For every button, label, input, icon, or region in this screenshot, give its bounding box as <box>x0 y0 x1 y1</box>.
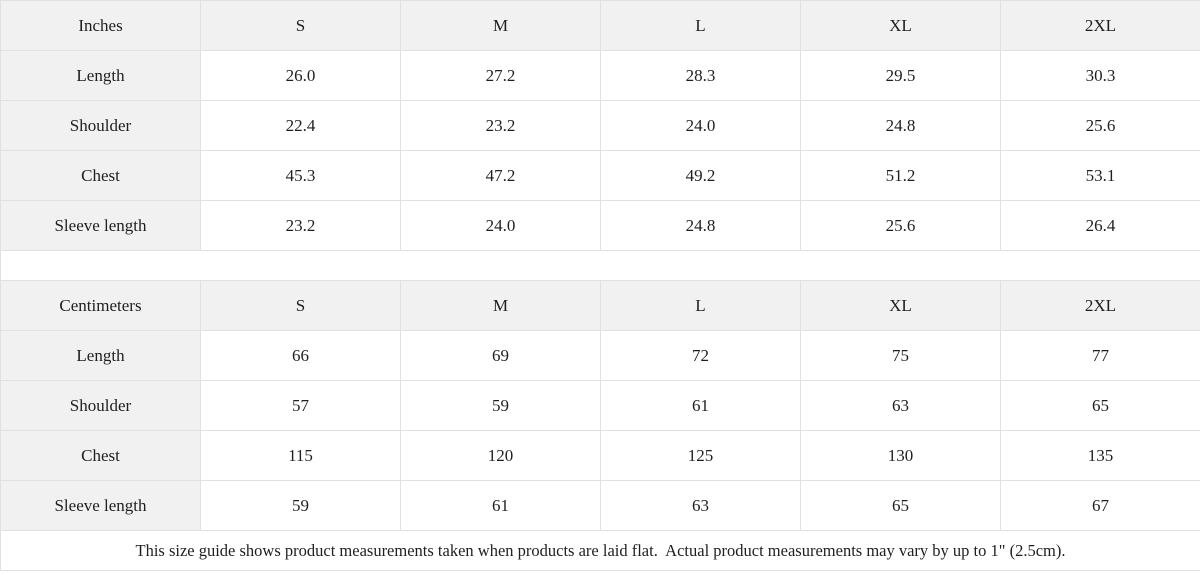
measurement-value: 65 <box>1000 380 1200 431</box>
measurement-value: 75 <box>800 330 1001 381</box>
measurement-value: 23.2 <box>200 200 401 251</box>
size-guide-note: This size guide shows product measuremen… <box>0 530 1200 571</box>
measurement-label: Shoulder <box>0 380 201 431</box>
measurement-value: 61 <box>600 380 801 431</box>
measurement-value: 24.8 <box>600 200 801 251</box>
table-row: Shoulder 57 59 61 63 65 <box>0 380 1200 431</box>
measurement-value: 23.2 <box>400 100 601 151</box>
measurement-label: Sleeve length <box>0 480 201 531</box>
measurement-value: 53.1 <box>1000 150 1200 201</box>
measurement-label: Chest <box>0 430 201 481</box>
measurement-value: 29.5 <box>800 50 1001 101</box>
measurement-value: 47.2 <box>400 150 601 201</box>
measurement-value: 28.3 <box>600 50 801 101</box>
unit-header-centimeters: Centimeters <box>0 280 201 331</box>
measurement-value: 130 <box>800 430 1001 481</box>
measurement-label: Length <box>0 330 201 381</box>
measurement-value: 69 <box>400 330 601 381</box>
measurement-value: 115 <box>200 430 401 481</box>
size-column-header-l: L <box>600 0 801 51</box>
measurement-value: 65 <box>800 480 1001 531</box>
measurement-value: 25.6 <box>1000 100 1200 151</box>
size-column-header-2xl: 2XL <box>1000 280 1200 331</box>
measurement-value: 26.4 <box>1000 200 1200 251</box>
table-row: Shoulder 22.4 23.2 24.0 24.8 25.6 <box>0 100 1200 151</box>
measurement-label: Shoulder <box>0 100 201 151</box>
measurement-value: 45.3 <box>200 150 401 201</box>
measurement-value: 135 <box>1000 430 1200 481</box>
measurement-value: 61 <box>400 480 601 531</box>
size-column-header-2xl: 2XL <box>1000 0 1200 51</box>
measurement-value: 49.2 <box>600 150 801 201</box>
size-column-header-l: L <box>600 280 801 331</box>
measurement-value: 66 <box>200 330 401 381</box>
centimeters-header-row: Centimeters S M L XL 2XL <box>0 280 1200 331</box>
measurement-value: 24.0 <box>400 200 601 251</box>
measurement-value: 77 <box>1000 330 1200 381</box>
measurement-value: 30.3 <box>1000 50 1200 101</box>
spacer-cell <box>0 250 1200 281</box>
size-column-header-s: S <box>200 0 401 51</box>
unit-header-inches: Inches <box>0 0 201 51</box>
footnote-row: This size guide shows product measuremen… <box>0 530 1200 571</box>
measurement-label: Chest <box>0 150 201 201</box>
measurement-value: 57 <box>200 380 401 431</box>
measurement-value: 120 <box>400 430 601 481</box>
measurement-value: 63 <box>600 480 801 531</box>
table-row: Chest 45.3 47.2 49.2 51.2 53.1 <box>0 150 1200 201</box>
size-column-header-m: M <box>400 280 601 331</box>
measurement-value: 59 <box>200 480 401 531</box>
measurement-value: 24.0 <box>600 100 801 151</box>
measurement-value: 125 <box>600 430 801 481</box>
table-row: Length 26.0 27.2 28.3 29.5 30.3 <box>0 50 1200 101</box>
size-column-header-xl: XL <box>800 0 1001 51</box>
measurement-value: 63 <box>800 380 1001 431</box>
measurement-value: 51.2 <box>800 150 1001 201</box>
size-column-header-xl: XL <box>800 280 1001 331</box>
measurement-value: 72 <box>600 330 801 381</box>
table-row: Chest 115 120 125 130 135 <box>0 430 1200 481</box>
table-row: Length 66 69 72 75 77 <box>0 330 1200 381</box>
measurement-value: 26.0 <box>200 50 401 101</box>
measurement-value: 67 <box>1000 480 1200 531</box>
measurement-value: 24.8 <box>800 100 1001 151</box>
measurement-value: 27.2 <box>400 50 601 101</box>
table-row: Sleeve length 23.2 24.0 24.8 25.6 26.4 <box>0 200 1200 251</box>
measurement-label: Length <box>0 50 201 101</box>
inches-header-row: Inches S M L XL 2XL <box>0 0 1200 51</box>
spacer-row <box>0 250 1200 281</box>
table-row: Sleeve length 59 61 63 65 67 <box>0 480 1200 531</box>
measurement-label: Sleeve length <box>0 200 201 251</box>
measurement-value: 59 <box>400 380 601 431</box>
measurement-value: 22.4 <box>200 100 401 151</box>
size-column-header-s: S <box>200 280 401 331</box>
measurement-value: 25.6 <box>800 200 1001 251</box>
size-column-header-m: M <box>400 0 601 51</box>
